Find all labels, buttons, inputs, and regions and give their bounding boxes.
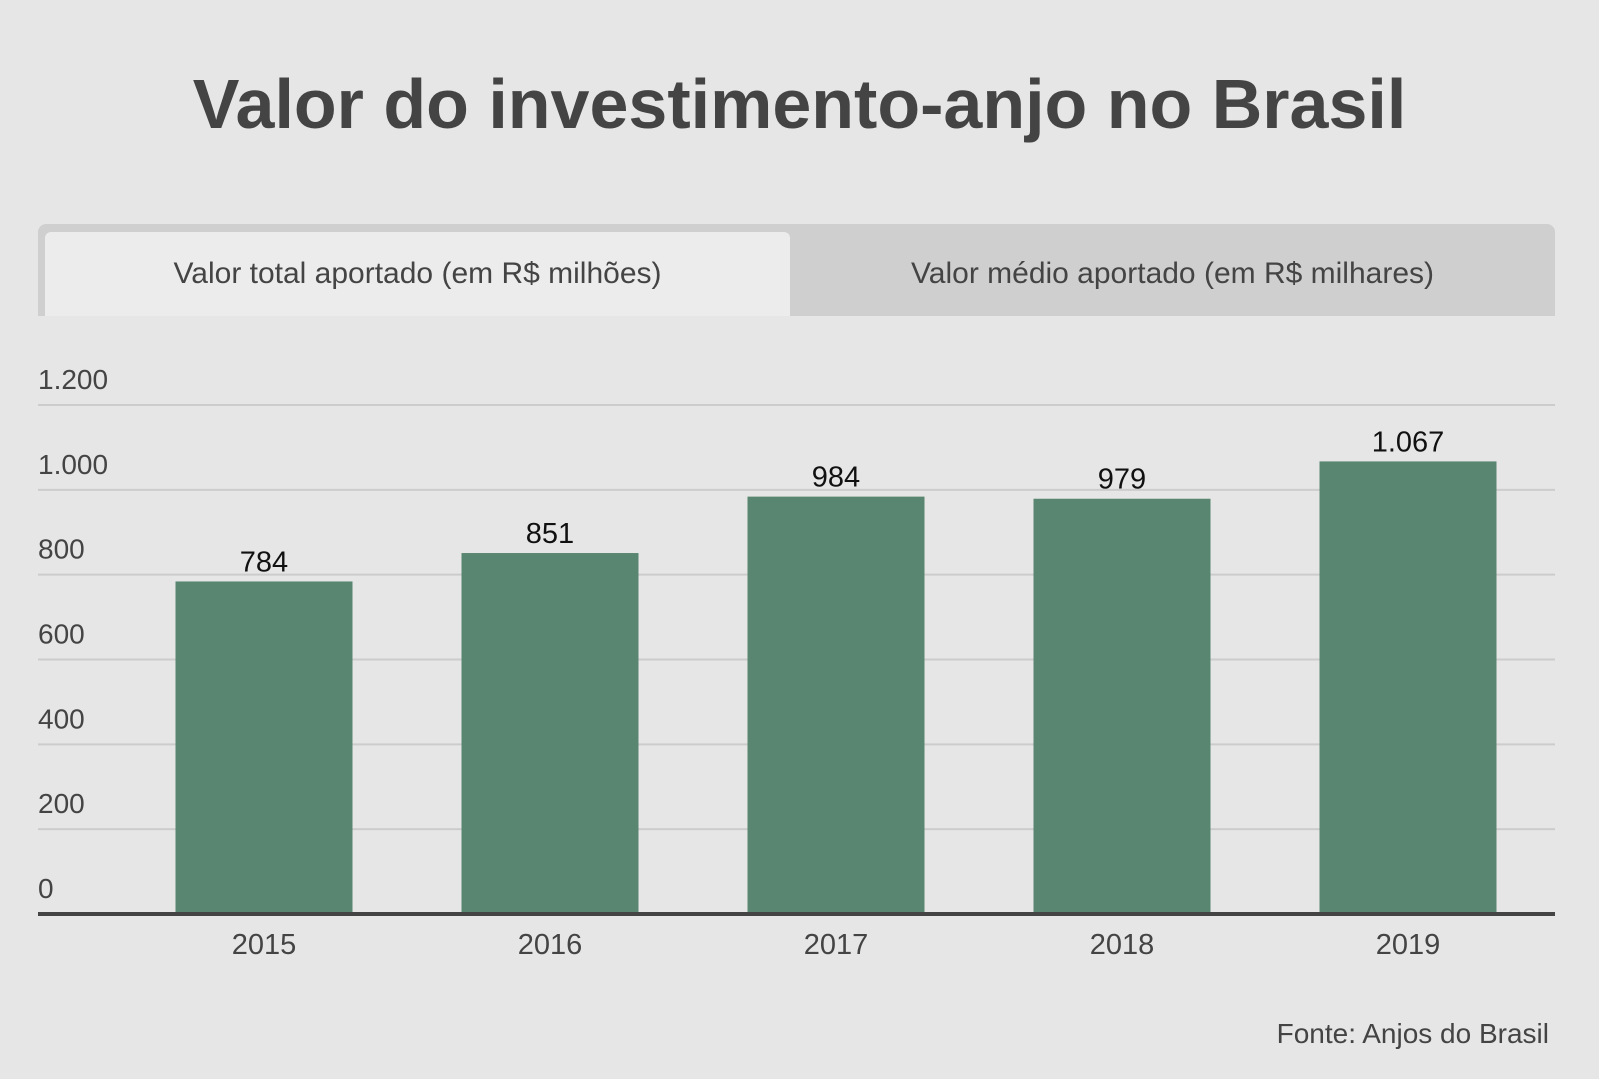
y-tick-label: 200 <box>38 788 85 819</box>
y-tick-label: 400 <box>38 703 85 734</box>
y-tick-label: 600 <box>38 619 85 650</box>
y-tick-label: 1.000 <box>38 449 108 480</box>
x-tick-label: 2019 <box>1376 929 1441 961</box>
y-tick-label: 0 <box>38 873 54 904</box>
x-tick-label: 2018 <box>1090 929 1155 961</box>
tab-average-value[interactable]: Valor médio aportado (em R$ milhares) <box>790 232 1555 316</box>
data-label: 851 <box>526 518 574 550</box>
bar <box>175 581 353 914</box>
y-tick-label: 1.200 <box>38 364 108 395</box>
x-tick-label: 2016 <box>518 929 583 961</box>
y-tick-label: 800 <box>38 534 85 565</box>
chart-title: Valor do investimento-anjo no Brasil <box>192 65 1407 143</box>
bar <box>747 496 925 914</box>
bar <box>1033 498 1211 914</box>
x-tick-label: 2017 <box>804 929 869 961</box>
data-label: 784 <box>240 546 288 578</box>
x-tick-label: 2015 <box>232 929 297 961</box>
data-label: 984 <box>812 462 860 494</box>
data-label: 1.067 <box>1372 426 1445 458</box>
tab-bar: Valor total aportado (em R$ milhões) Val… <box>38 224 1555 316</box>
source-note: Fonte: Anjos do Brasil <box>1276 1018 1549 1049</box>
bar <box>1319 461 1497 914</box>
data-label: 979 <box>1098 464 1146 496</box>
tab-total-value[interactable]: Valor total aportado (em R$ milhões) <box>45 232 790 316</box>
bar <box>461 553 639 914</box>
